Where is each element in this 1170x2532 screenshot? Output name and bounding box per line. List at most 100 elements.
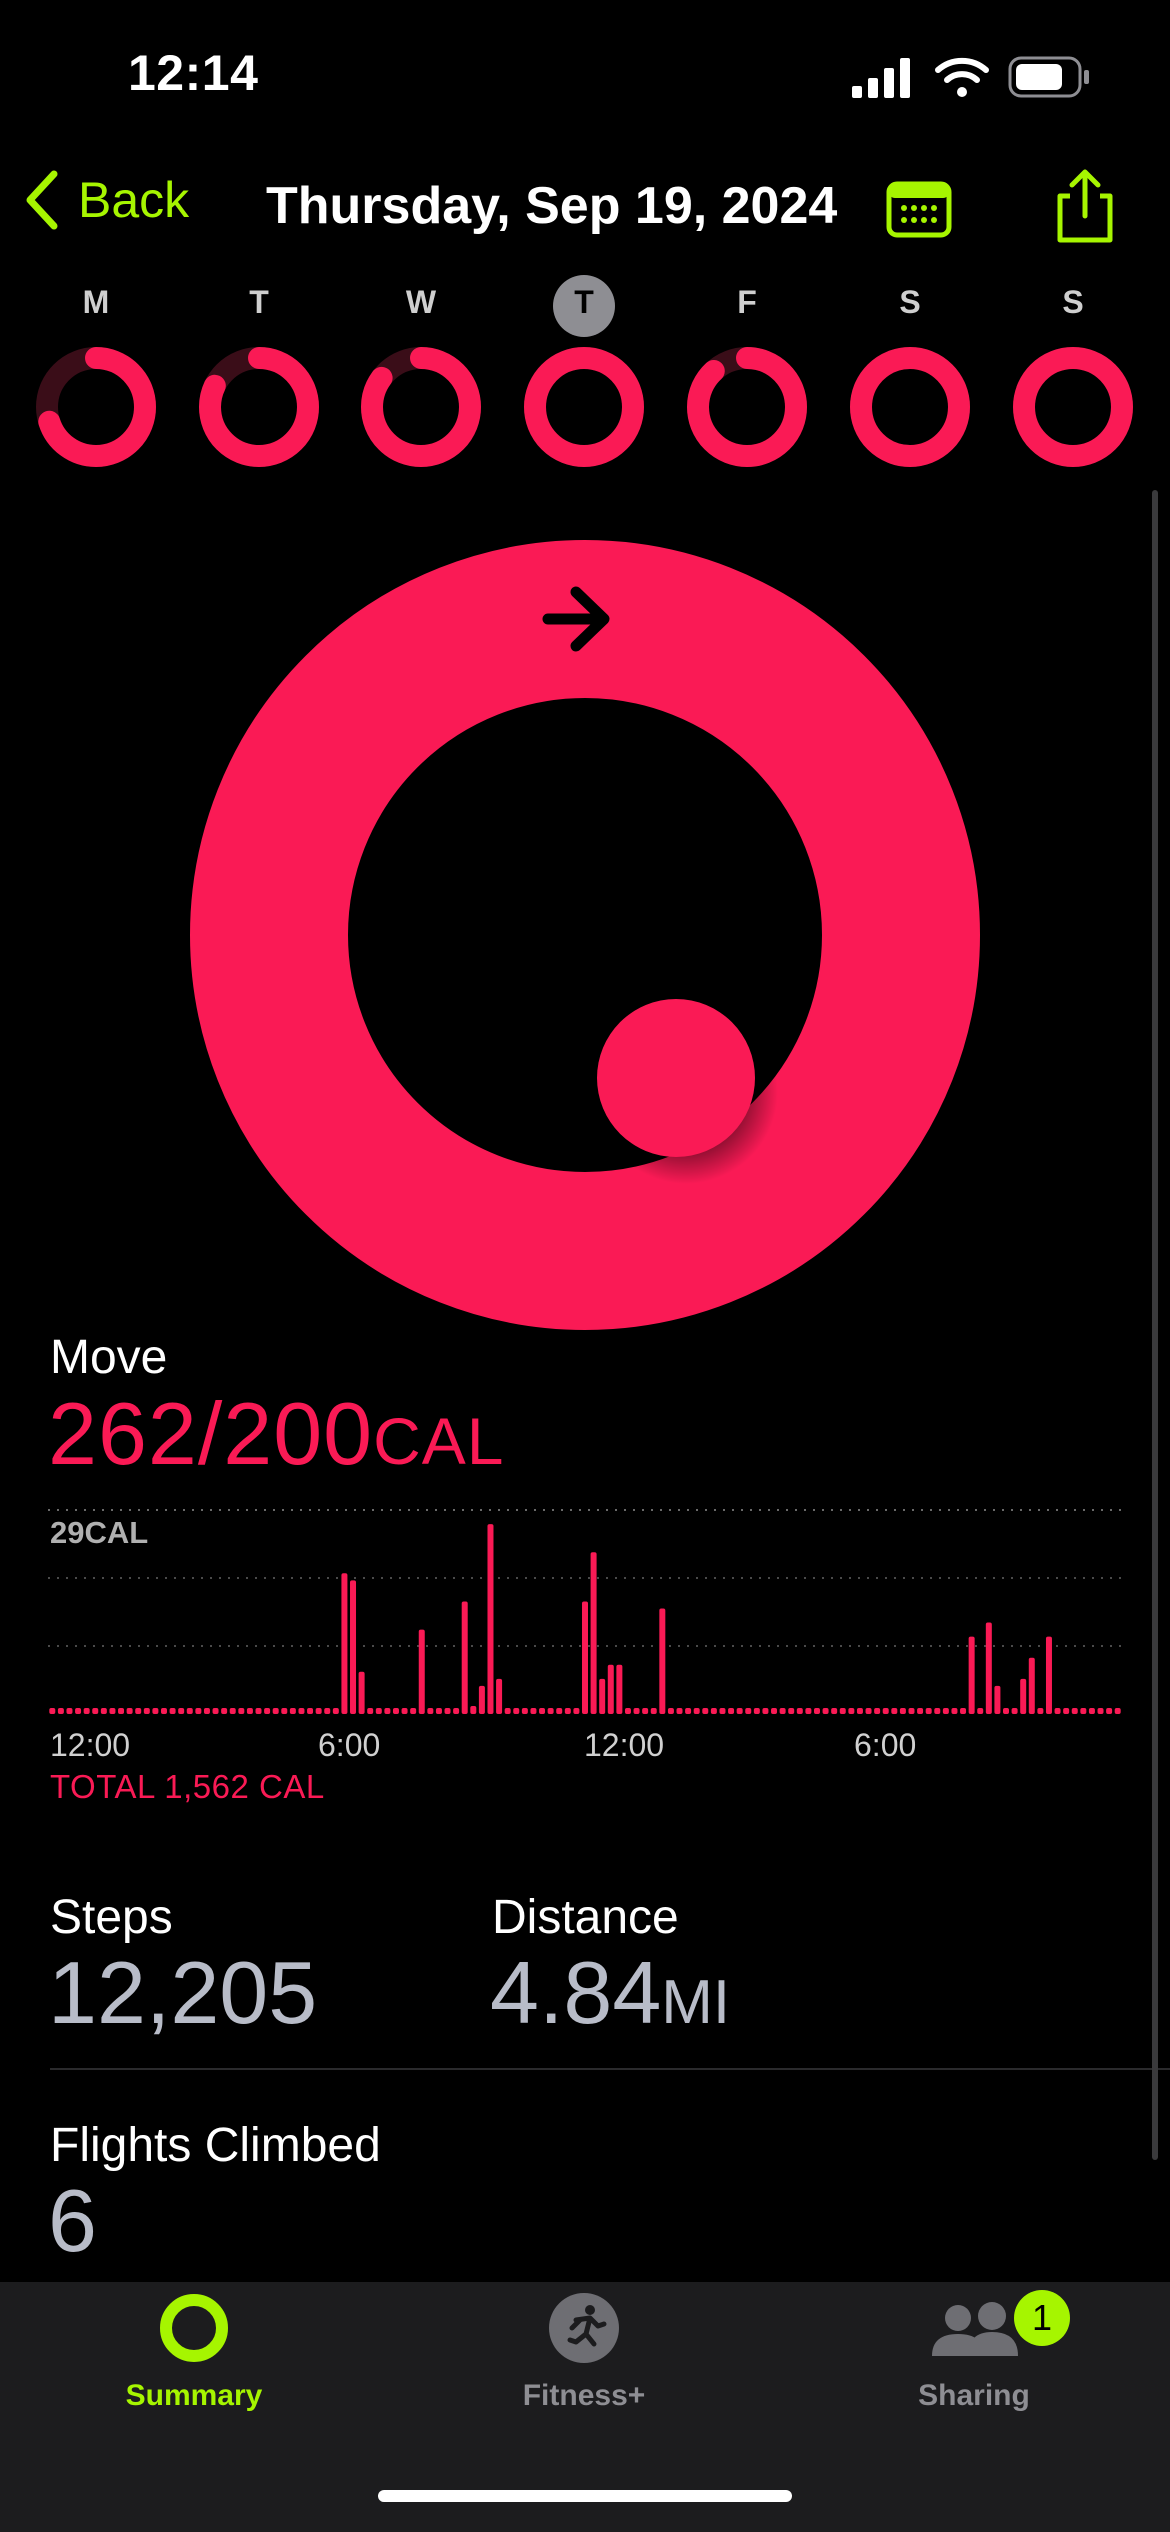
chart-baseline-dot [160,1708,167,1714]
day-letter[interactable]: T [574,284,594,320]
day-letter[interactable]: T [249,284,269,320]
day-letter[interactable]: S [1062,284,1084,320]
chart-baseline-dot [856,1708,863,1714]
chart-baseline-dot [1063,1708,1070,1714]
chart-baseline-dot [135,1708,142,1714]
chart-bar [341,1573,348,1714]
chart-x-tick: 12:00 [584,1727,665,1763]
scrollbar[interactable] [1152,490,1158,2160]
cellular-signal-icon [852,58,910,98]
chart-bar [616,1664,623,1714]
chevron-left-icon [26,170,58,230]
chart-baseline-dot [779,1708,786,1714]
day-ring[interactable] [1011,345,1135,469]
chart-baseline-dot [1037,1708,1044,1714]
chart-baseline-dot [1114,1708,1121,1714]
back-button[interactable]: Back [24,170,189,230]
chart-baseline-dot [1011,1708,1018,1714]
chart-baseline-dot [152,1708,159,1714]
chart-baseline-dot [221,1708,228,1714]
tab-sharing-label: Sharing [918,2379,1030,2412]
chart-baseline-dot [1106,1708,1113,1714]
chart-baseline-dot [831,1708,838,1714]
chart-baseline-dot [891,1708,898,1714]
day-letter[interactable]: W [405,284,437,320]
share-icon[interactable] [1052,166,1118,244]
day-ring[interactable] [34,345,158,469]
chart-baseline-dot [573,1708,580,1714]
tab-summary[interactable]: Summary [44,2290,344,2413]
tab-summary-label: Summary [125,2379,263,2412]
chart-baseline-dot [246,1708,253,1714]
chart-baseline-dot [57,1708,64,1714]
day-ring[interactable] [848,345,972,469]
move-hourly-chart: 29CAL [48,1509,1122,1714]
chart-baseline-dot [693,1708,700,1714]
move-unit: CAL [373,1404,505,1478]
day-letter[interactable]: M [82,284,110,320]
chart-baseline-dot [307,1708,314,1714]
chart-baseline-dot [109,1708,116,1714]
chart-baseline-dot [899,1708,906,1714]
distance-unit: MI [661,1968,731,2037]
chart-baseline-dot [719,1708,726,1714]
summary-ring-icon [160,2294,228,2362]
chart-baseline-dot [771,1708,778,1714]
chart-baseline-dot [401,1708,408,1714]
chart-baseline-dot [848,1708,855,1714]
chart-baseline-dot [92,1708,99,1714]
chart-baseline-dot [736,1708,743,1714]
flights-value: 6 [48,2171,97,2270]
fitness-runner-icon [549,2293,619,2363]
chart-bar [461,1601,468,1714]
calendar-icon[interactable] [886,176,952,238]
day-ring[interactable] [685,345,809,469]
chart-baseline-dot [1097,1708,1104,1714]
chart-baseline-dot [392,1708,399,1714]
chart-bar [418,1629,425,1714]
chart-baseline-dot [118,1708,125,1714]
day-ring[interactable] [197,345,321,469]
chart-baseline-dot [521,1708,528,1714]
battery-icon [1008,56,1089,98]
chart-baseline-dot [298,1708,305,1714]
chart-baseline-dot [942,1708,949,1714]
chart-bar [1020,1678,1027,1714]
divider [50,2068,1170,2070]
chart-baseline-dot [143,1708,150,1714]
chart-bar [470,1706,477,1714]
chart-baseline-dot [178,1708,185,1714]
day-ring[interactable] [522,345,646,469]
wifi-icon [935,57,989,97]
chart-baseline-dot [238,1708,245,1714]
chart-baseline-dot [427,1708,434,1714]
chart-baseline-dot [805,1708,812,1714]
chart-baseline-dot [642,1708,649,1714]
chart-bar [496,1678,503,1714]
chart-baseline-dot [539,1708,546,1714]
chart-baseline-dot [753,1708,760,1714]
chart-baseline-dot [375,1708,382,1714]
chart-bar [607,1664,614,1714]
chart-bar [358,1671,365,1714]
chart-baseline-dot [255,1708,262,1714]
chart-baseline-dot [882,1708,889,1714]
tab-sharing[interactable]: Sharing [824,2290,1124,2413]
home-indicator[interactable] [378,2490,792,2502]
day-letter[interactable]: S [899,284,921,320]
tab-fitness-plus[interactable]: Fitness+ [434,2290,734,2413]
chart-baseline-dot [504,1708,511,1714]
day-ring[interactable] [359,345,483,469]
chart-baseline-dot [839,1708,846,1714]
chart-baseline-dot [126,1708,133,1714]
chart-baseline-dot [289,1708,296,1714]
chart-baseline-dot [272,1708,279,1714]
chart-baseline-dot [264,1708,271,1714]
distance-label: Distance [492,1891,679,1944]
chart-baseline-dot [1003,1708,1010,1714]
chart-baseline-dot [728,1708,735,1714]
chart-baseline-dot [435,1708,442,1714]
day-letter[interactable]: F [737,284,757,320]
chart-baseline-dot [865,1708,872,1714]
chart-bar [659,1608,666,1714]
